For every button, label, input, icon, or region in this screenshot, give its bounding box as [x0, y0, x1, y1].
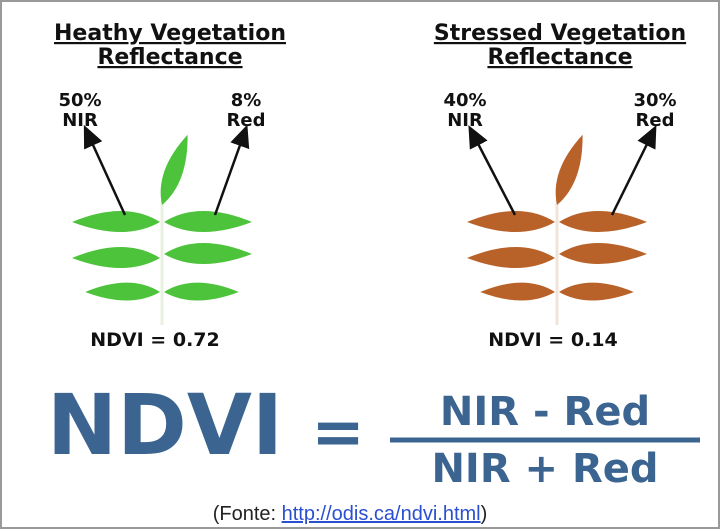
ndvi-value: NDVI = 0.14 [488, 329, 617, 351]
nir-percent: 50% [58, 90, 101, 111]
formula-lhs: NDVI [47, 376, 283, 474]
panel-title: Reflectance [487, 45, 632, 70]
arrow [468, 125, 517, 216]
stressed-leaf [467, 131, 647, 325]
formula-numerator: NIR - Red [440, 389, 650, 435]
arrow [83, 124, 127, 216]
arrow [213, 124, 250, 216]
red-percent: 30% [633, 90, 676, 111]
nir-percent: 40% [443, 90, 486, 111]
ndvi-value: NDVI = 0.72 [90, 329, 219, 351]
nir-label: NIR [62, 110, 98, 131]
formula-denominator: NIR + Red [431, 446, 658, 492]
source-suffix: ) [481, 503, 488, 525]
healthy-leaf [72, 131, 252, 325]
panel-title: Reflectance [97, 45, 242, 70]
red-label: Red [636, 110, 675, 131]
source-prefix: (Fonte: [213, 503, 282, 525]
source-link[interactable]: http://odis.ca/ndvi.html [282, 503, 481, 525]
panel-title: Stressed Vegetation [434, 21, 686, 46]
formula-equals: = [311, 396, 365, 470]
red-label: Red [227, 110, 266, 131]
source: (Fonte: http://odis.ca/ndvi.html) [213, 503, 488, 525]
nir-label: NIR [447, 110, 483, 131]
panel-title: Heathy Vegetation [54, 21, 286, 46]
arrow [610, 125, 657, 216]
red-percent: 8% [231, 90, 262, 111]
